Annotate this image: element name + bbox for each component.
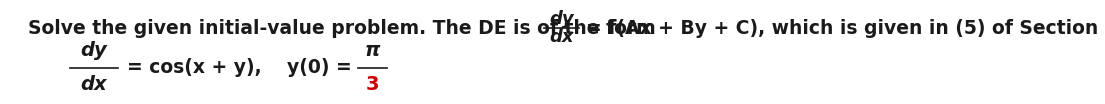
Text: dx: dx bbox=[81, 75, 107, 94]
Text: dy: dy bbox=[81, 41, 107, 60]
Text: = cos(x + y),: = cos(x + y), bbox=[127, 58, 262, 77]
Text: dy: dy bbox=[549, 10, 573, 28]
Text: dx: dx bbox=[549, 28, 573, 46]
Text: 3: 3 bbox=[366, 75, 379, 94]
Text: = f(Ax + By + C), which is given in (5) of Section 2.5.: = f(Ax + By + C), which is given in (5) … bbox=[586, 19, 1105, 38]
Text: Solve the given initial-value problem. The DE is of the form: Solve the given initial-value problem. T… bbox=[28, 19, 655, 38]
Text: π: π bbox=[365, 41, 380, 60]
Text: y(0) =: y(0) = bbox=[287, 58, 352, 77]
